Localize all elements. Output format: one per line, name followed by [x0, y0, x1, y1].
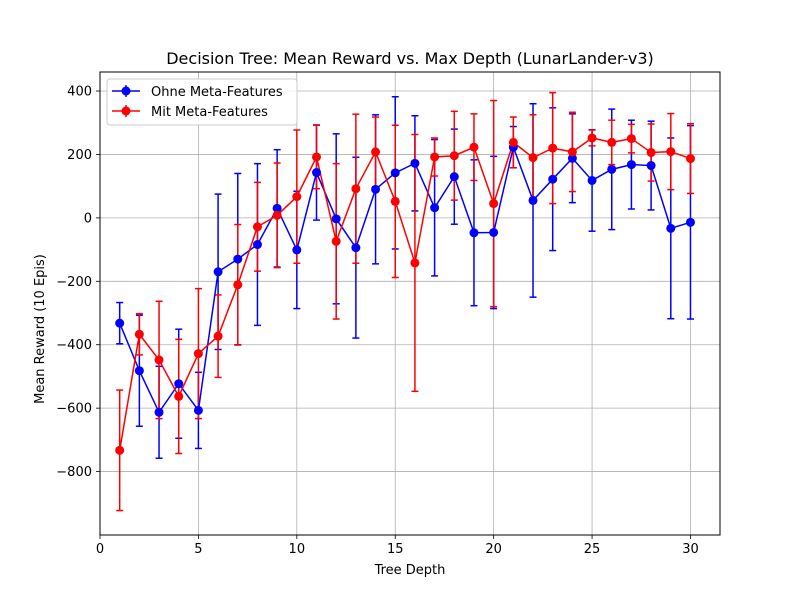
- x-tick-label: 30: [682, 542, 699, 557]
- data-point-ohne: [528, 195, 538, 205]
- data-point-mit: [233, 280, 243, 290]
- y-tick-label: −600: [56, 402, 92, 417]
- y-tick-label: 400: [67, 85, 92, 100]
- data-point-ohne: [134, 366, 144, 376]
- data-point-ohne: [607, 164, 617, 174]
- data-point-mit: [587, 133, 597, 143]
- data-point-mit: [193, 349, 203, 359]
- data-point-mit: [410, 258, 420, 268]
- x-axis-label: Tree Depth: [374, 563, 446, 578]
- data-point-ohne: [587, 175, 597, 185]
- data-points: [115, 133, 695, 455]
- data-point-mit: [331, 236, 341, 246]
- y-axis-label: Mean Reward (10 Epis): [33, 254, 48, 404]
- x-tick-label: 15: [387, 542, 404, 557]
- data-point-mit: [213, 331, 223, 341]
- x-tick-label: 25: [584, 542, 601, 557]
- data-point-ohne: [626, 160, 636, 170]
- data-point-ohne: [154, 407, 164, 417]
- x-tick-label: 20: [485, 542, 502, 557]
- legend-label-mit: Mit Meta-Features: [151, 105, 268, 120]
- data-point-ohne: [233, 254, 243, 264]
- data-point-ohne: [449, 172, 459, 182]
- data-point-mit: [469, 142, 479, 152]
- data-point-mit: [272, 210, 282, 220]
- data-point-ohne: [666, 223, 676, 233]
- data-point-mit: [646, 148, 656, 158]
- y-tick-label: −200: [56, 275, 92, 290]
- data-point-mit: [449, 151, 459, 161]
- data-point-ohne: [371, 184, 381, 194]
- data-point-ohne: [272, 203, 282, 213]
- data-point-ohne: [548, 174, 558, 184]
- data-point-mit: [154, 355, 164, 365]
- data-point-ohne: [469, 228, 479, 238]
- plot-frame: [99, 71, 721, 536]
- x-tick-label: 10: [289, 542, 306, 557]
- data-point-mit: [626, 134, 636, 144]
- data-point-mit: [174, 391, 184, 401]
- legend-marker-ohne: [121, 86, 131, 96]
- legend-label-ohne: Ohne Meta-Features: [151, 85, 283, 100]
- data-point-ohne: [193, 405, 203, 415]
- data-point-ohne: [410, 158, 420, 168]
- data-point-mit: [351, 184, 361, 194]
- data-point-mit: [115, 445, 125, 455]
- data-point-ohne: [685, 217, 695, 227]
- data-point-mit: [528, 153, 538, 163]
- y-tick-label: 200: [67, 148, 92, 163]
- data-point-ohne: [351, 243, 361, 253]
- data-point-mit: [292, 192, 302, 202]
- x-tick-label: 0: [96, 542, 104, 557]
- data-point-ohne: [174, 379, 184, 389]
- data-point-ohne: [213, 267, 223, 277]
- y-tick-label: −800: [56, 465, 92, 480]
- legend-box: [106, 78, 298, 126]
- data-point-mit: [371, 147, 381, 157]
- data-point-ohne: [312, 168, 322, 178]
- data-point-mit: [685, 154, 695, 164]
- legend-marker-mit: [121, 106, 131, 116]
- data-point-mit: [607, 137, 617, 147]
- legend-entry-ohne: Ohne Meta-Features: [112, 85, 283, 100]
- data-point-mit: [134, 329, 144, 339]
- data-point-mit: [666, 147, 676, 157]
- data-point-mit: [252, 222, 262, 232]
- x-tick-label: 5: [194, 542, 202, 557]
- chart-title: Decision Tree: Mean Reward vs. Max Depth…: [166, 49, 654, 68]
- data-point-ohne: [489, 227, 499, 237]
- data-point-mit: [508, 137, 518, 147]
- data-point-mit: [430, 152, 440, 162]
- data-point-ohne: [331, 214, 341, 224]
- y-tick-label: 0: [84, 211, 92, 226]
- data-point-ohne: [390, 168, 400, 178]
- data-point-ohne: [567, 153, 577, 163]
- legend-entry-mit: Mit Meta-Features: [112, 105, 268, 120]
- data-point-ohne: [115, 318, 125, 328]
- data-point-mit: [390, 196, 400, 206]
- data-point-ohne: [430, 203, 440, 213]
- legend: Ohne Meta-Features Mit Meta-Features: [106, 78, 298, 126]
- axis-ticks: 0 5 10 15 20 25 30 −800 −600 −400 −200 0 200 400: [56, 85, 698, 557]
- y-tick-label: −400: [56, 338, 92, 353]
- data-point-mit: [548, 143, 558, 153]
- data-point-ohne: [646, 161, 656, 171]
- data-point-ohne: [252, 240, 262, 250]
- data-point-ohne: [292, 245, 302, 255]
- data-point-mit: [312, 152, 322, 162]
- data-point-mit: [567, 147, 577, 157]
- data-point-mit: [489, 199, 499, 209]
